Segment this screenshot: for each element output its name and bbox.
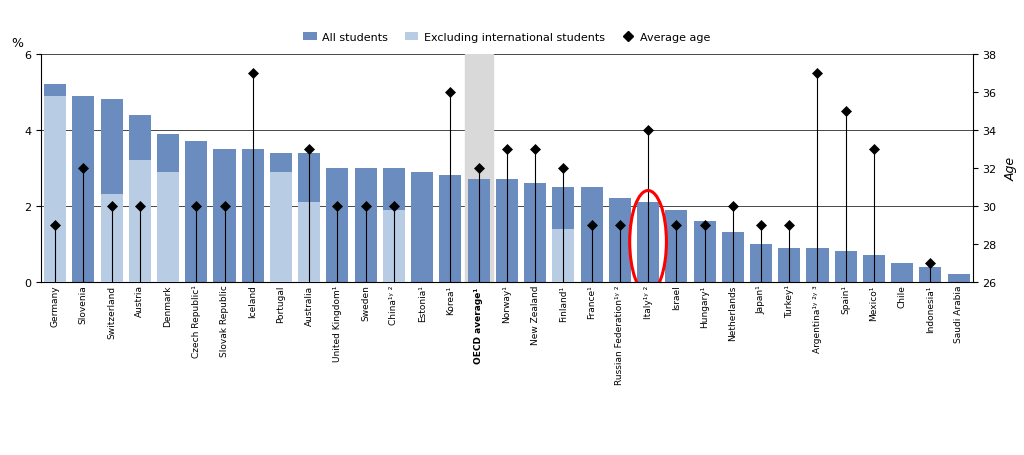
Bar — [835, 252, 857, 282]
Bar — [100, 100, 123, 282]
Bar — [947, 274, 970, 282]
Bar — [581, 187, 602, 282]
Bar — [270, 153, 292, 282]
Bar — [750, 244, 772, 282]
Bar — [552, 187, 574, 282]
Bar — [468, 180, 489, 282]
Bar — [666, 210, 687, 282]
Y-axis label: %: % — [11, 37, 24, 50]
Bar — [327, 168, 348, 282]
Text: OECD average¹: OECD average¹ — [474, 287, 483, 363]
Bar — [44, 96, 67, 282]
Bar — [383, 168, 404, 282]
Bar — [298, 153, 321, 282]
Bar — [73, 96, 94, 282]
Bar — [693, 222, 716, 282]
Bar — [157, 134, 179, 282]
Bar — [412, 172, 433, 282]
Bar — [213, 149, 236, 282]
Y-axis label: Age: Age — [1006, 157, 1018, 180]
Bar — [298, 202, 321, 282]
Bar — [383, 210, 404, 282]
Bar — [552, 229, 574, 282]
Bar — [891, 263, 913, 282]
Bar — [129, 161, 151, 282]
Bar — [44, 85, 67, 282]
Bar — [524, 183, 546, 282]
Bar — [354, 168, 377, 282]
Legend: All students, Excluding international students, Average age: All students, Excluding international st… — [299, 28, 715, 47]
Bar — [242, 149, 264, 282]
Bar — [496, 180, 518, 282]
Bar — [100, 195, 123, 282]
Bar — [465, 55, 493, 282]
Bar — [270, 172, 292, 282]
Bar — [185, 142, 207, 282]
Bar — [637, 202, 659, 282]
Bar — [129, 115, 151, 282]
Bar — [920, 267, 941, 282]
Bar — [609, 199, 631, 282]
Bar — [439, 176, 462, 282]
Bar — [778, 248, 801, 282]
Bar — [722, 233, 743, 282]
Bar — [807, 248, 828, 282]
Bar — [863, 256, 885, 282]
Bar — [157, 172, 179, 282]
